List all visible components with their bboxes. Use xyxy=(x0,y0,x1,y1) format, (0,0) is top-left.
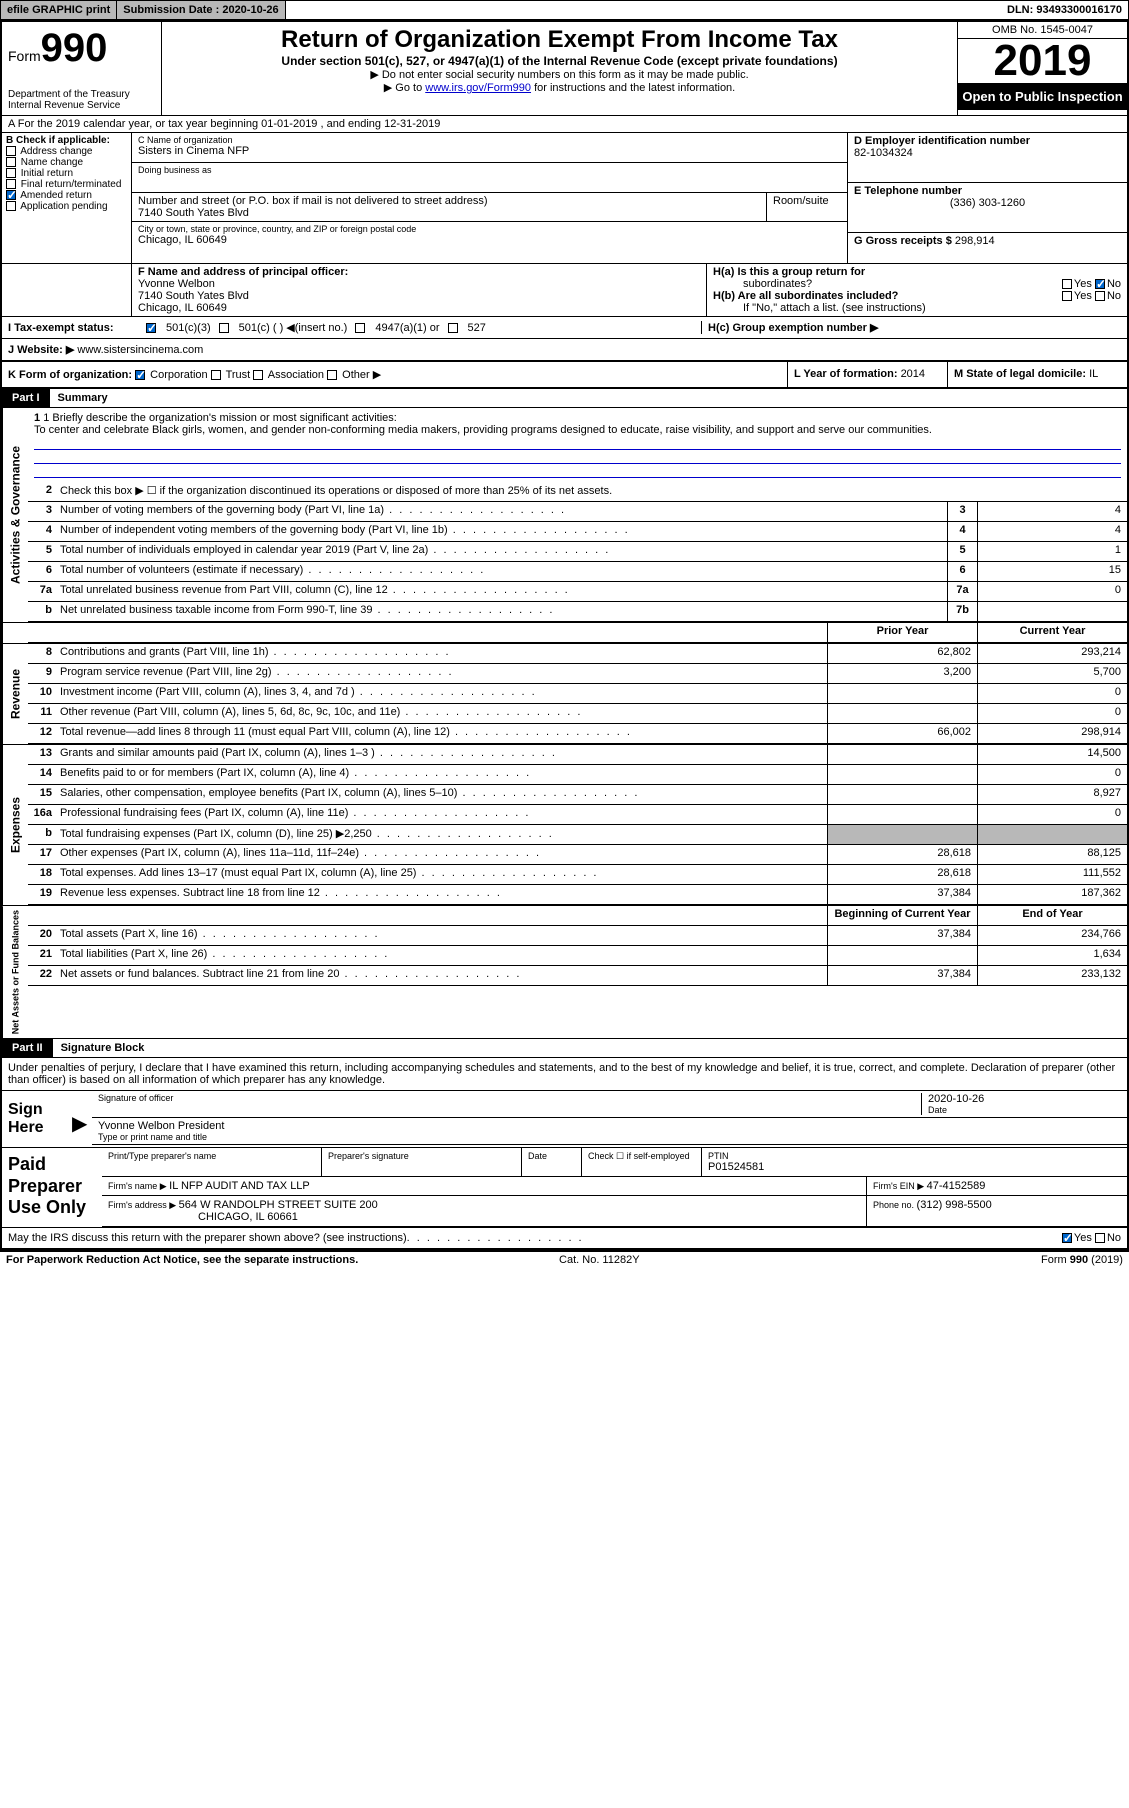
boy-header: Beginning of Current Year xyxy=(827,906,977,925)
gross-label: G Gross receipts $ xyxy=(854,235,955,247)
colb-checkbox-5[interactable] xyxy=(6,201,16,211)
mission-text: To center and celebrate Black girls, wom… xyxy=(34,424,1121,436)
firm-phone: (312) 998-5500 xyxy=(917,1199,992,1211)
sign-here-label: Sign Here xyxy=(2,1091,72,1147)
city-value: Chicago, IL 60649 xyxy=(138,234,841,246)
firm-ein: 47-4152589 xyxy=(927,1180,986,1192)
dept-treasury: Department of the Treasury Internal Reve… xyxy=(8,89,155,111)
subtitle-2: ▶ Do not enter social security numbers o… xyxy=(168,68,951,81)
mission-label: 1 Briefly describe the organization's mi… xyxy=(43,412,397,424)
firm-addr: 564 W RANDOLPH STREET SUITE 200 xyxy=(179,1199,378,1211)
tel-label: E Telephone number xyxy=(854,185,1121,197)
ha-row: H(a) Is this a group return for xyxy=(713,266,1121,278)
discuss-no-checkbox[interactable] xyxy=(1095,1233,1105,1243)
part1-title: Summary xyxy=(50,389,116,407)
addr-label: Number and street (or P.O. box if mail i… xyxy=(138,195,760,207)
subtitle-1: Under section 501(c), 527, or 4947(a)(1)… xyxy=(168,54,951,68)
gross-value: 298,914 xyxy=(955,235,995,247)
hb-row: H(b) Are all subordinates included?Yes N… xyxy=(713,290,1121,302)
501c-checkbox[interactable] xyxy=(219,323,229,333)
paid-preparer-label: Paid Preparer Use Only xyxy=(2,1148,102,1227)
part1-header: Part I xyxy=(2,389,50,407)
form-number: Form990 xyxy=(8,26,155,71)
vtab-governance: Activities & Governance xyxy=(2,408,28,622)
4947-checkbox[interactable] xyxy=(355,323,365,333)
officer-name: Yvonne Welbon xyxy=(138,278,700,290)
open-inspection: Open to Public Inspection xyxy=(958,83,1127,110)
website-value: www.sistersincinema.com xyxy=(77,344,203,356)
print-name-label: Type or print name and title xyxy=(98,1132,1121,1142)
form-footer: Form 990 (2019) xyxy=(1041,1254,1123,1266)
tax-status-label: I Tax-exempt status: xyxy=(8,322,138,334)
efile-graphic-button[interactable]: efile GRAPHIC print xyxy=(1,1,117,19)
501c3-checkbox[interactable] xyxy=(146,323,156,333)
discuss-question: May the IRS discuss this return with the… xyxy=(8,1232,407,1244)
room-label: Room/suite xyxy=(773,195,841,207)
vtab-expenses: Expenses xyxy=(2,745,28,905)
sig-date-label: Date xyxy=(928,1105,1121,1115)
irs-link[interactable]: www.irs.gov/Form990 xyxy=(425,82,531,94)
hc-row: H(c) Group exemption number ▶ xyxy=(701,321,1121,334)
hb-note: If "No," attach a list. (see instruction… xyxy=(743,302,1121,314)
vtab-revenue: Revenue xyxy=(2,644,28,744)
discuss-yes-checkbox[interactable] xyxy=(1062,1233,1072,1243)
submission-date-cell: Submission Date : 2020-10-26 xyxy=(117,1,285,19)
prior-year-header: Prior Year xyxy=(827,623,977,642)
assoc-checkbox[interactable] xyxy=(253,370,263,380)
colb-checkbox-2[interactable] xyxy=(6,168,16,178)
year-formation: 2014 xyxy=(901,368,925,380)
colb-checkbox-4[interactable] xyxy=(6,190,16,200)
ptin: P01524581 xyxy=(708,1161,1121,1173)
current-year-header: Current Year xyxy=(977,623,1127,642)
k-label: K Form of organization: xyxy=(8,369,132,381)
tel-value: (336) 303-1260 xyxy=(854,197,1121,209)
city-label: City or town, state or province, country… xyxy=(138,224,841,234)
vtab-netassets: Net Assets or Fund Balances xyxy=(2,906,28,1038)
sig-officer-label: Signature of officer xyxy=(98,1093,921,1103)
col-b-checkboxes: B Check if applicable: Address change Na… xyxy=(2,133,132,263)
part2-header: Part II xyxy=(2,1039,53,1057)
officer-addr1: 7140 South Yates Blvd xyxy=(138,290,700,302)
sig-date: 2020-10-26 xyxy=(928,1093,1121,1105)
ein-label: D Employer identification number xyxy=(854,135,1121,147)
paperwork-notice: For Paperwork Reduction Act Notice, see … xyxy=(6,1254,358,1266)
527-checkbox[interactable] xyxy=(448,323,458,333)
form-title: Return of Organization Exempt From Incom… xyxy=(168,26,951,54)
row-a-tax-year: A For the 2019 calendar year, or tax yea… xyxy=(2,116,1127,133)
firm-name: IL NFP AUDIT AND TAX LLP xyxy=(169,1180,310,1192)
part2-title: Signature Block xyxy=(53,1039,153,1057)
line2: Check this box ▶ ☐ if the organization d… xyxy=(56,482,1127,501)
addr-value: 7140 South Yates Blvd xyxy=(138,207,760,219)
officer-print-name: Yvonne Welbon President xyxy=(98,1120,1121,1132)
cat-no: Cat. No. 11282Y xyxy=(559,1254,640,1266)
colb-checkbox-1[interactable] xyxy=(6,157,16,167)
colb-checkbox-0[interactable] xyxy=(6,146,16,156)
website-label: J Website: ▶ xyxy=(8,344,77,356)
perjury-declaration: Under penalties of perjury, I declare th… xyxy=(2,1058,1127,1091)
officer-addr2: Chicago, IL 60649 xyxy=(138,302,700,314)
tax-year: 2019 xyxy=(958,39,1127,83)
dba-label: Doing business as xyxy=(138,165,841,175)
dln-cell: DLN: 93493300016170 xyxy=(1001,1,1128,19)
state-domicile: IL xyxy=(1089,368,1098,380)
corp-checkbox[interactable] xyxy=(135,370,145,380)
org-name-label: C Name of organization xyxy=(138,135,841,145)
ein-value: 82-1034324 xyxy=(854,147,1121,159)
officer-label: F Name and address of principal officer: xyxy=(138,266,700,278)
subtitle-3: ▶ Go to www.irs.gov/Form990 for instruct… xyxy=(168,81,951,94)
eoy-header: End of Year xyxy=(977,906,1127,925)
org-name: Sisters in Cinema NFP xyxy=(138,145,841,157)
trust-checkbox[interactable] xyxy=(211,370,221,380)
other-checkbox[interactable] xyxy=(327,370,337,380)
